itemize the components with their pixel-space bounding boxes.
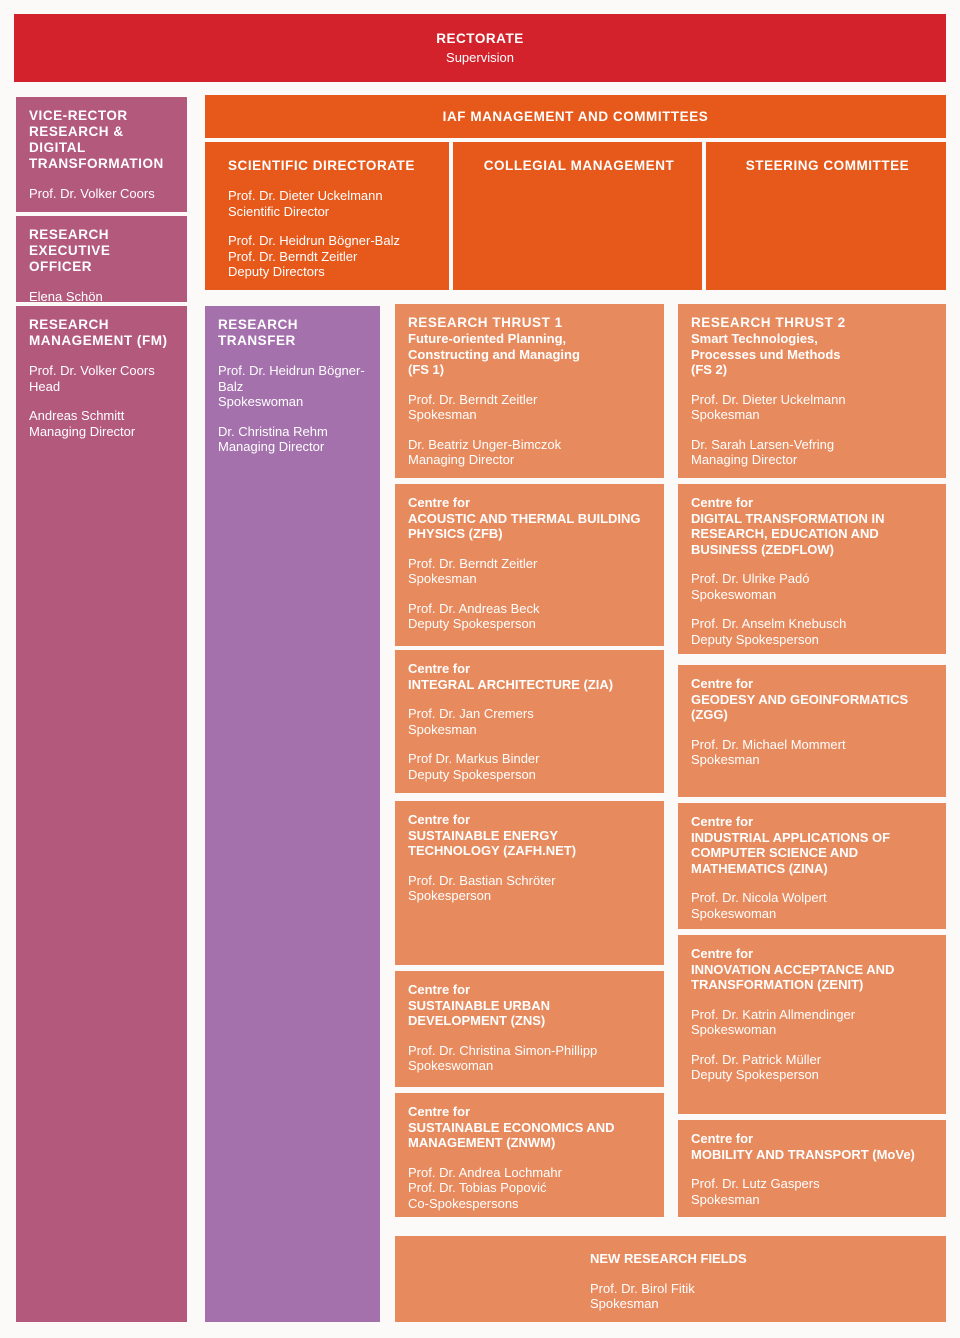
person-entry: Dr. Christina Rehm Managing Director xyxy=(218,423,328,455)
collegial-management-box: COLLEGIAL MANAGEMENT xyxy=(453,142,702,290)
rectorate-title: RECTORATE xyxy=(436,31,524,46)
centre-zgg-title: GEODESY AND GEOINFORMATICS (ZGG) xyxy=(691,691,909,723)
centre-zafh-title: SUSTAINABLE ENERGY TECHNOLOGY (ZAFH.NET) xyxy=(408,827,577,859)
centre-move-title: MOBILITY AND TRANSPORT (MoVe) xyxy=(691,1146,915,1162)
person-entry: Dr. Sarah Larsen-Vefring Managing Direct… xyxy=(691,436,835,468)
person-entry: Prof. Dr. Michael Mommert Spokesman xyxy=(691,736,846,768)
centre-prefix: Centre for xyxy=(691,946,754,961)
centre-prefix: Centre for xyxy=(408,812,471,827)
person-entry: Prof. Dr. Birol Fitik Spokesman xyxy=(590,1280,695,1312)
centre-zedflow-box: Centre for DIGITAL TRANSFORMATION IN RES… xyxy=(678,484,946,654)
person-entry: Prof. Dr. Berndt Zeitler Spokesman xyxy=(408,555,538,587)
person-entry: Prof. Dr. Bastian Schröter Spokesperson xyxy=(408,872,556,904)
centre-zns-title: SUSTAINABLE URBAN DEVELOPMENT (ZNS) xyxy=(408,997,551,1029)
person-entry: Prof. Dr. Heidrun Bögner-Balz Spokeswoma… xyxy=(218,363,365,409)
iaf-header-box: IAF MANAGEMENT AND COMMITTEES xyxy=(205,95,946,138)
centre-prefix: Centre for xyxy=(408,495,471,510)
person-entry: Prof. Dr. Anselm Knebusch Deputy Spokesp… xyxy=(691,616,847,647)
research-executive-officer-title: RESEARCH EXECUTIVE OFFICER xyxy=(29,227,111,274)
centre-prefix: Centre for xyxy=(691,814,754,829)
new-research-fields-box: NEW RESEARCH FIELDS Prof. Dr. Birol Fiti… xyxy=(395,1236,946,1322)
centre-prefix: Centre for xyxy=(691,676,754,691)
research-management-title: RESEARCH MANAGEMENT (FM) xyxy=(29,317,168,348)
centre-prefix: Centre for xyxy=(408,982,471,997)
person-entry: Prof. Dr. Volker Coors Head xyxy=(29,363,155,394)
thrust-1-title: RESEARCH THRUST 1 xyxy=(408,315,563,330)
person-entry: Andreas Schmitt Managing Director xyxy=(29,408,136,439)
centre-prefix: Centre for xyxy=(691,1131,754,1146)
rectorate-subtitle: Supervision xyxy=(446,50,514,65)
centre-zfb-box: Centre for ACOUSTIC AND THERMAL BUILDING… xyxy=(395,484,664,646)
centre-zns-box: Centre for SUSTAINABLE URBAN DEVELOPMENT… xyxy=(395,971,664,1087)
person-entry: Prof. Dr. Nicola Wolpert Spokeswoman xyxy=(691,890,827,921)
person-entry: Prof. Dr. Berndt Zeitler Spokesman xyxy=(408,391,538,423)
person-entry: Prof. Dr. Andrea Lochmahr Prof. Dr. Tobi… xyxy=(408,1164,562,1211)
new-research-fields-title: NEW RESEARCH FIELDS xyxy=(590,1251,747,1266)
centre-zenit-box: Centre for INNOVATION ACCEPTANCE AND TRA… xyxy=(678,935,946,1114)
research-transfer-box: RESEARCH TRANSFER Prof. Dr. Heidrun Bögn… xyxy=(205,306,380,1322)
centre-zia-title: INTEGRAL ARCHITECTURE (ZIA) xyxy=(408,676,614,692)
research-executive-officer-box: RESEARCH EXECUTIVE OFFICER Elena Schön xyxy=(16,216,187,304)
person-entry: Prof. Dr. Andreas Beck Deputy Spokespers… xyxy=(408,600,540,632)
person-entry: Prof. Dr. Patrick Müller Deputy Spokespe… xyxy=(691,1051,822,1083)
person-entry: Prof. Dr. Dieter Uckelmann Scientific Di… xyxy=(228,188,383,219)
person-entry: Prof. Dr. Dieter Uckelmann Spokesman xyxy=(691,391,846,423)
scientific-directorate-box: SCIENTIFIC DIRECTORATE Prof. Dr. Dieter … xyxy=(205,142,449,290)
person-entry: Prof. Dr. Christina Simon-Phillipp Spoke… xyxy=(408,1042,598,1074)
person-entry: Prof Dr. Markus Binder Deputy Spokespers… xyxy=(408,751,540,782)
research-management-box: RESEARCH MANAGEMENT (FM) Prof. Dr. Volke… xyxy=(16,306,187,1322)
steering-committee-box: STEERING COMMITTEE xyxy=(706,142,946,290)
person-entry: Prof. Dr. Heidrun Bögner-Balz Prof. Dr. … xyxy=(228,233,400,279)
research-thrust-1-box: RESEARCH THRUST 1 Future-oriented Planni… xyxy=(395,304,664,478)
rectorate-box: RECTORATE Supervision xyxy=(14,14,946,82)
centre-zfb-title: ACOUSTIC AND THERMAL BUILDING PHYSICS (Z… xyxy=(408,510,641,542)
centre-zenit-title: INNOVATION ACCEPTANCE AND TRANSFORMATION… xyxy=(691,961,895,993)
vice-rector-title: VICE-RECTOR RESEARCH & DIGITAL TRANSFORM… xyxy=(29,108,164,171)
centre-prefix: Centre for xyxy=(408,1104,471,1119)
person-entry: Prof. Dr. Jan Cremers Spokesman xyxy=(408,706,534,737)
person-entry: Prof. Dr. Volker Coors xyxy=(29,186,155,201)
iaf-header-title: IAF MANAGEMENT AND COMMITTEES xyxy=(442,108,709,124)
scientific-directorate-title: SCIENTIFIC DIRECTORATE xyxy=(228,158,415,173)
research-transfer-title: RESEARCH TRANSFER xyxy=(218,317,299,348)
person-entry: Prof. Dr. Lutz Gaspers Spokesman xyxy=(691,1176,820,1207)
thrust-2-title: RESEARCH THRUST 2 xyxy=(691,315,846,330)
centre-zia-box: Centre for INTEGRAL ARCHITECTURE (ZIA) P… xyxy=(395,650,664,793)
centre-zafh-box: Centre for SUSTAINABLE ENERGY TECHNOLOGY… xyxy=(395,801,664,965)
vice-rector-box: VICE-RECTOR RESEARCH & DIGITAL TRANSFORM… xyxy=(16,97,187,212)
centre-move-box: Centre for MOBILITY AND TRANSPORT (MoVe)… xyxy=(678,1120,946,1217)
centre-prefix: Centre for xyxy=(408,661,471,676)
person-entry: Prof. Dr. Ulrike Padó Spokeswoman xyxy=(691,571,810,602)
centre-zina-box: Centre for INDUSTRIAL APPLICATIONS OF CO… xyxy=(678,803,946,929)
centre-zedflow-title: DIGITAL TRANSFORMATION IN RESEARCH, EDUC… xyxy=(691,510,885,557)
person-entry: Elena Schön xyxy=(29,289,103,304)
centre-znwm-box: Centre for SUSTAINABLE ECONOMICS AND MAN… xyxy=(395,1093,664,1217)
person-entry: Dr. Beatriz Unger-Bimczok Managing Direc… xyxy=(408,436,562,468)
collegial-management-title: COLLEGIAL MANAGEMENT xyxy=(483,158,675,173)
research-thrust-2-box: RESEARCH THRUST 2 Smart Technologies, Pr… xyxy=(678,304,946,478)
centre-zgg-box: Centre for GEODESY AND GEOINFORMATICS (Z… xyxy=(678,665,946,797)
person-entry: Prof. Dr. Katrin Allmendinger Spokeswoma… xyxy=(691,1006,856,1038)
steering-committee-title: STEERING COMMITTEE xyxy=(745,158,910,173)
centre-zina-title: INDUSTRIAL APPLICATIONS OF COMPUTER SCIE… xyxy=(691,829,891,876)
thrust-2-subtitle: Smart Technologies, Processes und Method… xyxy=(691,331,841,377)
thrust-1-subtitle: Future-oriented Planning, Constructing a… xyxy=(408,331,580,377)
centre-prefix: Centre for xyxy=(691,495,754,510)
centre-znwm-title: SUSTAINABLE ECONOMICS AND MANAGEMENT (ZN… xyxy=(408,1119,615,1151)
